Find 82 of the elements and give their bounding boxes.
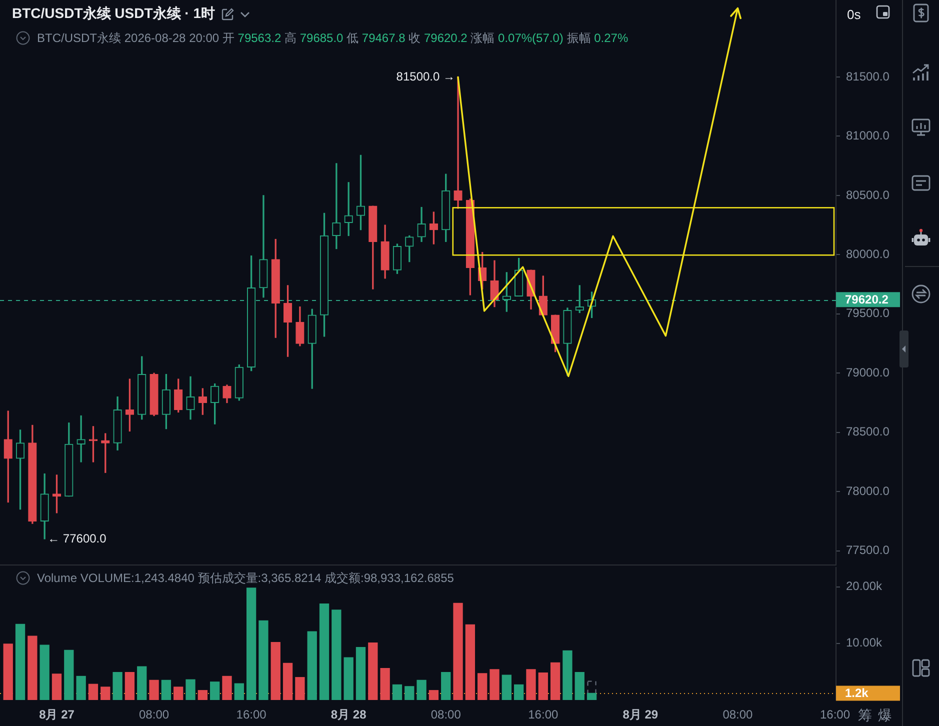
x-tick-label: 16:00 bbox=[528, 708, 558, 722]
bar bbox=[295, 677, 305, 700]
bar bbox=[392, 684, 402, 700]
bar bbox=[307, 631, 317, 700]
bar bbox=[112, 672, 122, 700]
y-tick-label: 78000.0 bbox=[846, 484, 890, 498]
bar bbox=[465, 624, 476, 700]
bar bbox=[332, 610, 342, 700]
chart-title: BTC/USDT永续 USDT永续 · 1时 bbox=[12, 5, 215, 23]
y-tick-label: 81000.0 bbox=[846, 128, 890, 143]
x-tick-label: 8月 27 bbox=[39, 708, 75, 722]
ref-line-label: 79620.2 bbox=[845, 292, 889, 306]
text: 爆 bbox=[878, 707, 892, 725]
bar bbox=[161, 680, 172, 700]
bar bbox=[149, 680, 159, 700]
bar bbox=[490, 669, 500, 700]
bar bbox=[174, 686, 184, 700]
bar bbox=[441, 672, 451, 700]
bar bbox=[404, 686, 414, 700]
y-tick-label: 81500.0 bbox=[846, 69, 890, 84]
y-tick-label: 80500.0 bbox=[846, 188, 890, 202]
bar bbox=[64, 650, 74, 700]
bar bbox=[416, 680, 426, 700]
bar bbox=[586, 692, 597, 700]
annotation: ← 77600.0 bbox=[48, 531, 107, 546]
text: BTC/USDT永续 2026-08-28 20:00 开 79563.2 高 79685.0 低 79467.8 收 79620.2 涨幅 0.07%(57.0) 振幅 0.27% bbox=[37, 30, 628, 44]
x-tick-label: 8月 28 bbox=[330, 708, 367, 722]
bar bbox=[538, 672, 548, 700]
bar bbox=[514, 684, 524, 700]
bar bbox=[222, 676, 232, 700]
x-tick-label: 16:00 bbox=[236, 708, 267, 722]
bar bbox=[3, 644, 13, 700]
bar bbox=[356, 647, 366, 700]
annotation: 81500.0 → bbox=[396, 69, 456, 84]
y-tick-label: 77500.0 bbox=[846, 543, 890, 558]
x-tick-label: 08:00 bbox=[139, 708, 170, 722]
bar bbox=[186, 679, 196, 700]
candlestick bbox=[76, 415, 86, 462]
bar bbox=[526, 669, 536, 700]
bar bbox=[453, 602, 463, 700]
bar bbox=[502, 674, 512, 700]
bar bbox=[319, 603, 330, 700]
bar bbox=[258, 620, 268, 700]
y-tick-label: 79500.0 bbox=[846, 306, 890, 320]
bar bbox=[344, 657, 354, 700]
y-tick-label: 78500.0 bbox=[846, 424, 890, 439]
y-tick-label: 20.00k bbox=[846, 579, 884, 594]
candlestick bbox=[454, 76, 462, 209]
x-tick-label: 16:00 bbox=[820, 708, 850, 722]
bar bbox=[282, 662, 293, 700]
text: 0s bbox=[847, 6, 861, 22]
ref-line-label: 1.2k bbox=[845, 686, 869, 700]
bar bbox=[550, 662, 560, 700]
bar bbox=[210, 682, 220, 700]
chart-title: Volume VOLUME:1,243.4840 预估成交量:3,365.8214 成交额:98,933,162.6855 bbox=[37, 570, 454, 586]
bar bbox=[137, 666, 147, 700]
bar bbox=[368, 642, 378, 700]
y-tick-label: 80000.0 bbox=[846, 246, 890, 261]
bar bbox=[76, 676, 86, 700]
bar bbox=[124, 672, 135, 700]
y-tick-label: 79000.0 bbox=[846, 365, 890, 380]
bar bbox=[270, 642, 280, 700]
bar bbox=[478, 673, 488, 700]
bar bbox=[234, 683, 244, 700]
bar bbox=[100, 686, 110, 700]
bar bbox=[246, 588, 256, 700]
x-tick-label: 08:00 bbox=[722, 708, 754, 722]
y-tick-label: 10.00k bbox=[846, 636, 884, 650]
bar bbox=[380, 668, 390, 700]
bar bbox=[428, 690, 439, 700]
bar bbox=[198, 690, 208, 700]
bar bbox=[15, 624, 26, 700]
x-tick-label: 08:00 bbox=[430, 708, 462, 722]
text: 筹 bbox=[858, 707, 872, 725]
bar bbox=[88, 684, 98, 700]
bar bbox=[52, 674, 62, 700]
bar bbox=[40, 644, 50, 700]
x-tick-label: 8月 29 bbox=[622, 708, 658, 722]
bar bbox=[28, 636, 38, 700]
candlestick bbox=[332, 163, 341, 250]
bar bbox=[574, 672, 584, 700]
bar bbox=[562, 650, 572, 700]
